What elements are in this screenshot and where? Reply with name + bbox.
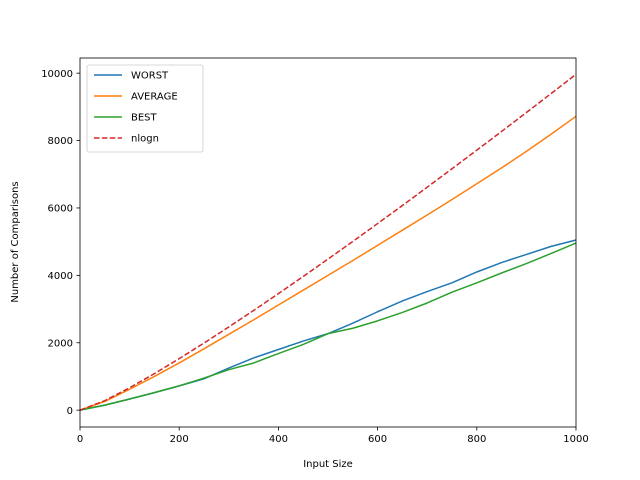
x-tick-label: 200 — [170, 434, 189, 445]
legend-label-best: BEST — [131, 113, 158, 124]
x-tick-label: 0 — [77, 434, 83, 445]
x-tick-label: 600 — [368, 434, 387, 445]
axes-frame — [79, 57, 577, 428]
legend-box — [86, 64, 204, 153]
series-line-average — [79, 115, 577, 411]
y-axis-label: Number of Comparisons — [10, 181, 21, 302]
x-axis-label: Input Size — [303, 459, 353, 470]
legend: WORST AVERAGE BEST nlogn — [86, 64, 204, 153]
series-line-best — [79, 242, 577, 411]
x-tick-label: 400 — [269, 434, 288, 445]
y-tick-label: 0 — [67, 406, 73, 417]
x-tick-label: 800 — [467, 434, 486, 445]
y-tick-label: 2000 — [48, 338, 73, 349]
y-tick-label: 6000 — [48, 204, 73, 215]
x-tick-label: 1000 — [563, 434, 588, 445]
series-layer — [79, 73, 577, 411]
legend-label-nlogn: nlogn — [131, 134, 159, 145]
y-tick-label: 8000 — [48, 136, 73, 147]
legend-label-worst: WORST — [131, 71, 169, 82]
legend-label-average: AVERAGE — [131, 92, 178, 103]
axes-layer — [79, 57, 577, 428]
y-tick-label: 4000 — [48, 271, 73, 282]
y-tick-label: 10000 — [41, 69, 73, 80]
